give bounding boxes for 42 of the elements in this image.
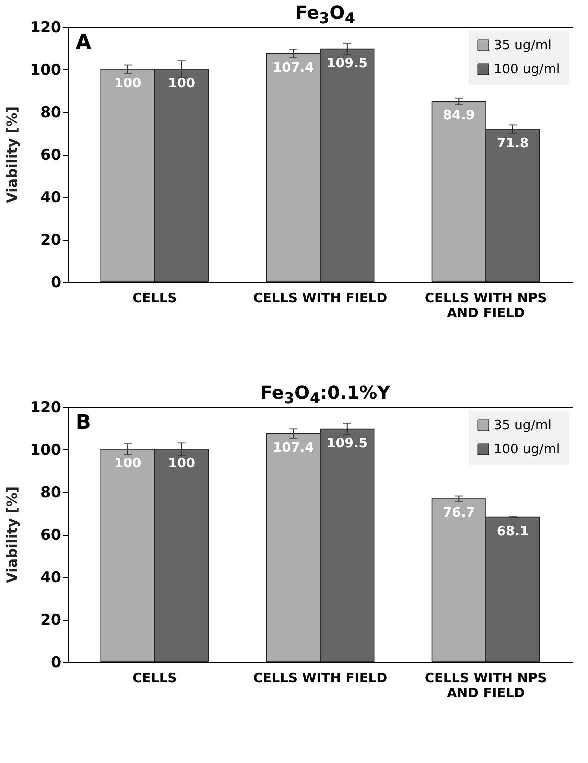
y-tick-label: 100	[30, 441, 62, 459]
y-tick-label: 80	[40, 484, 62, 502]
y-tick-label: 100	[30, 61, 62, 79]
data-label: 68.1	[496, 524, 530, 540]
legend-label: 35 ug/ml	[494, 418, 552, 434]
x-tick-label: CELLS WITH NPS AND FIELD	[425, 672, 548, 702]
data-label: 100	[114, 456, 142, 472]
y-tick-label: 40	[40, 188, 62, 206]
chart-title: Fe$_{3}$O$_{4}$	[296, 3, 356, 28]
data-label: 109.5	[326, 56, 368, 72]
x-tick-label: CELLS	[132, 672, 178, 686]
data-label: 100	[168, 76, 196, 92]
y-tick-label: 0	[51, 274, 62, 292]
y-axis-title: Viability [%]	[5, 486, 22, 584]
x-tick-label: CELLS WITH NPS AND FIELD	[425, 292, 548, 322]
y-tick-label: 80	[40, 104, 62, 122]
y-axis-title: Viability [%]	[5, 106, 22, 204]
data-label: 100	[114, 76, 142, 92]
legend-label: 100 ug/ml	[494, 442, 560, 458]
annotation: B	[76, 410, 92, 434]
x-tick-label: CELLS WITH FIELD	[254, 672, 388, 686]
x-tick-label: CELLS WITH FIELD	[254, 292, 388, 306]
data-label: 107.4	[273, 60, 314, 76]
legend-label: 100 ug/ml	[494, 62, 560, 78]
y-tick-label: 60	[40, 146, 62, 164]
y-tick-label: 0	[51, 654, 62, 672]
y-tick-label: 40	[40, 568, 62, 586]
y-tick-label: 120	[30, 398, 62, 416]
y-tick-label: 120	[30, 18, 62, 36]
y-tick-label: 20	[40, 231, 62, 249]
annotation: A	[76, 30, 92, 54]
y-tick-label: 20	[40, 611, 62, 629]
chart-title: Fe$_{3}$O$_{4}$:0.1%Y	[260, 383, 391, 408]
data-label: 109.5	[326, 436, 368, 452]
data-label: 84.9	[443, 108, 476, 124]
data-label: 76.7	[443, 506, 476, 522]
legend-label: 35 ug/ml	[494, 38, 552, 54]
data-label: 71.8	[496, 136, 530, 152]
y-tick-label: 60	[40, 526, 62, 544]
data-label: 107.4	[273, 440, 314, 456]
data-label: 100	[168, 456, 196, 472]
x-tick-label: CELLS	[132, 292, 178, 306]
